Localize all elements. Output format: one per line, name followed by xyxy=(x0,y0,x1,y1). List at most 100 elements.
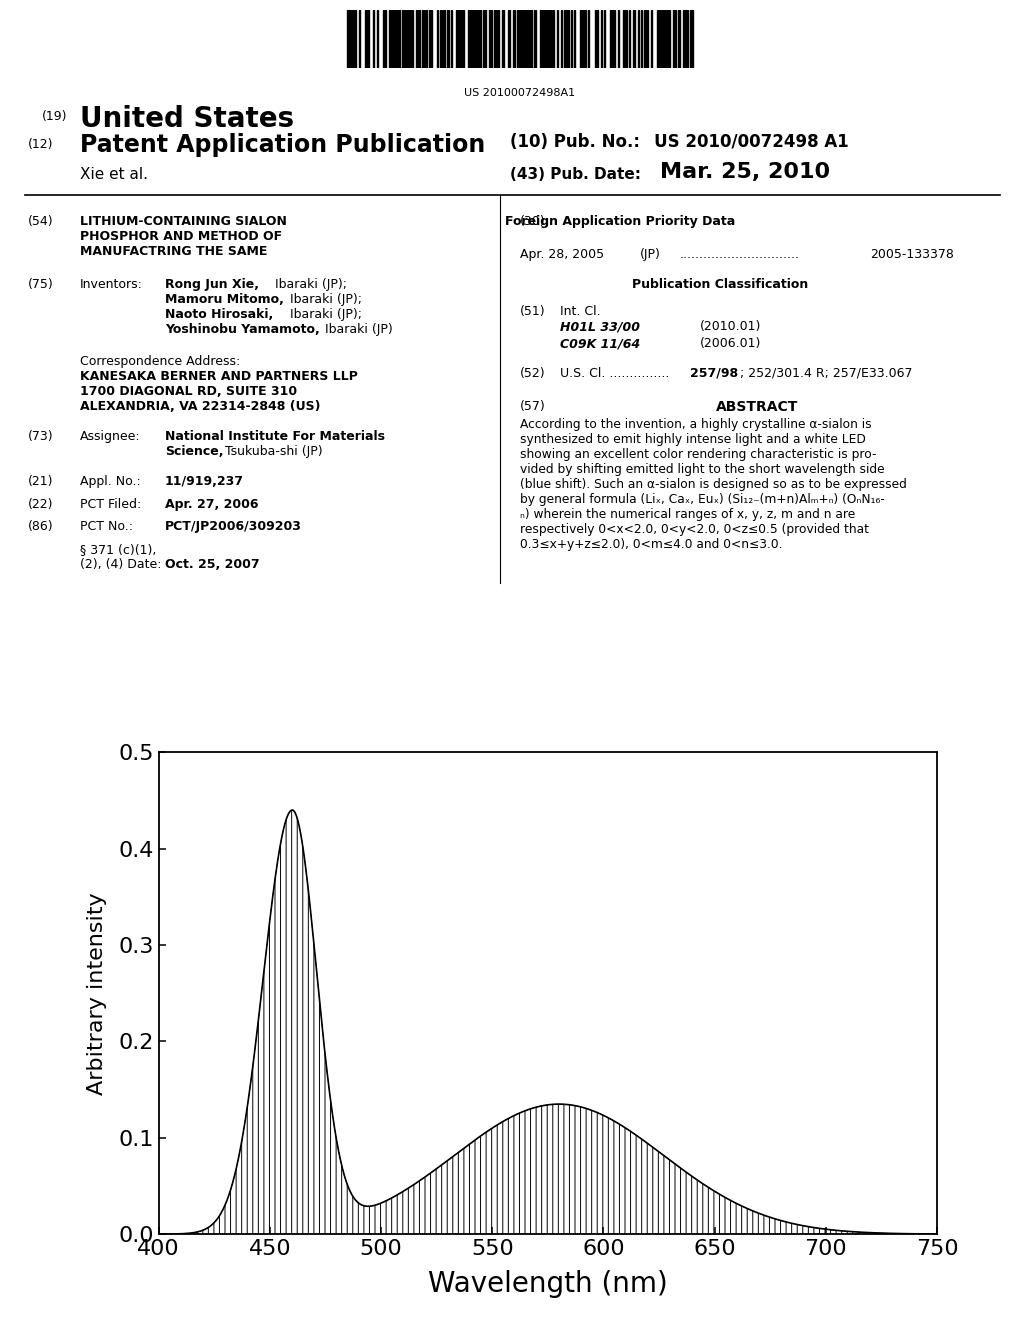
Text: (86): (86) xyxy=(28,520,53,533)
Text: § 371 (c)(1),: § 371 (c)(1), xyxy=(80,543,157,556)
Text: PHOSPHOR AND METHOD OF: PHOSPHOR AND METHOD OF xyxy=(80,230,283,243)
Bar xyxy=(389,11,391,69)
X-axis label: Wavelength (nm): Wavelength (nm) xyxy=(428,1270,668,1298)
Bar xyxy=(366,11,369,69)
Text: 11/919,237: 11/919,237 xyxy=(165,475,244,488)
Text: Assignee:: Assignee: xyxy=(80,430,140,444)
Text: ALEXANDRIA, VA 22314-2848 (US): ALEXANDRIA, VA 22314-2848 (US) xyxy=(80,400,321,413)
Bar xyxy=(508,11,511,69)
Text: (19): (19) xyxy=(42,110,68,123)
Bar xyxy=(567,11,568,69)
Text: Ibaraki (JP);: Ibaraki (JP); xyxy=(275,279,347,290)
Bar xyxy=(519,11,521,69)
Text: Int. Cl.: Int. Cl. xyxy=(560,305,601,318)
Text: Rong Jun Xie,: Rong Jun Xie, xyxy=(165,279,259,290)
Bar xyxy=(541,11,543,69)
Text: KANESAKA BERNER AND PARTNERS LLP: KANESAKA BERNER AND PARTNERS LLP xyxy=(80,370,357,383)
Text: Science,: Science, xyxy=(165,445,223,458)
Text: showing an excellent color rendering characteristic is pro-: showing an excellent color rendering cha… xyxy=(520,447,877,461)
Bar xyxy=(460,11,464,69)
Text: by general formula (Liₓ, Caₓ, Euₓ) (Si₁₂₋(m+n)Alₘ+ₙ) (OₙN₁₆-: by general formula (Liₓ, Caₓ, Euₓ) (Si₁₂… xyxy=(520,492,885,506)
Text: Ibaraki (JP);: Ibaraki (JP); xyxy=(290,308,362,321)
Bar xyxy=(502,11,504,69)
Bar xyxy=(560,11,562,69)
Bar xyxy=(451,11,453,69)
Bar xyxy=(544,11,548,69)
Text: (75): (75) xyxy=(28,279,53,290)
Text: vided by shifting emitted light to the short wavelength side: vided by shifting emitted light to the s… xyxy=(520,463,885,477)
Text: (73): (73) xyxy=(28,430,53,444)
Text: United States: United States xyxy=(80,106,294,133)
Text: PCT Filed:: PCT Filed: xyxy=(80,498,141,511)
Bar xyxy=(437,11,438,69)
Text: US 20100072498A1: US 20100072498A1 xyxy=(465,88,575,98)
Text: Ibaraki (JP);: Ibaraki (JP); xyxy=(290,293,362,306)
Text: PCT No.:: PCT No.: xyxy=(80,520,133,533)
Bar xyxy=(489,11,492,69)
Text: (2006.01): (2006.01) xyxy=(700,337,762,350)
Text: Naoto Hirosaki,: Naoto Hirosaki, xyxy=(165,308,273,321)
Bar xyxy=(617,11,620,69)
Bar xyxy=(402,11,407,69)
Bar xyxy=(483,11,485,69)
Text: 257/98: 257/98 xyxy=(690,367,738,380)
Bar xyxy=(610,11,612,69)
Bar xyxy=(633,11,635,69)
Bar xyxy=(530,11,531,69)
Bar xyxy=(352,11,356,69)
Text: (57): (57) xyxy=(520,400,546,413)
Bar xyxy=(495,11,496,69)
Bar xyxy=(477,11,480,69)
Bar xyxy=(651,11,652,69)
Y-axis label: Arbitrary intensity: Arbitrary intensity xyxy=(87,892,108,1094)
Text: MANUFACTRING THE SAME: MANUFACTRING THE SAME xyxy=(80,246,267,257)
Text: ; 252/301.4 R; 257/E33.067: ; 252/301.4 R; 257/E33.067 xyxy=(740,367,912,380)
Bar xyxy=(497,11,500,69)
Text: Foreign Application Priority Data: Foreign Application Priority Data xyxy=(505,215,735,228)
Bar xyxy=(588,11,590,69)
Text: (30): (30) xyxy=(520,215,546,228)
Text: Tsukuba-shi (JP): Tsukuba-shi (JP) xyxy=(225,445,323,458)
Bar xyxy=(534,11,537,69)
Text: Patent Application Publication: Patent Application Publication xyxy=(80,133,485,157)
Bar xyxy=(647,11,648,69)
Text: Ibaraki (JP): Ibaraki (JP) xyxy=(325,323,393,337)
Bar xyxy=(549,11,551,69)
Bar xyxy=(517,11,518,69)
Text: 2005-133378: 2005-133378 xyxy=(870,248,954,261)
Bar xyxy=(439,11,442,69)
Text: synthesized to emit highly intense light and a white LED: synthesized to emit highly intense light… xyxy=(520,433,866,446)
Text: respectively 0<x<2.0, 0<y<2.0, 0<z≤0.5 (provided that: respectively 0<x<2.0, 0<y<2.0, 0<z≤0.5 (… xyxy=(520,523,869,536)
Bar xyxy=(358,11,360,69)
Text: (blue shift). Such an α-sialon is designed so as to be expressed: (blue shift). Such an α-sialon is design… xyxy=(520,478,907,491)
Text: (2010.01): (2010.01) xyxy=(700,319,762,333)
Bar xyxy=(347,11,351,69)
Text: (54): (54) xyxy=(28,215,53,228)
Text: National Institute For Materials: National Institute For Materials xyxy=(165,430,385,444)
Bar xyxy=(678,11,680,69)
Bar xyxy=(513,11,515,69)
Bar xyxy=(468,11,469,69)
Text: (2), (4) Date:: (2), (4) Date: xyxy=(80,558,162,572)
Text: (JP): (JP) xyxy=(640,248,660,261)
Text: Xie et al.: Xie et al. xyxy=(80,168,148,182)
Text: Appl. No.:: Appl. No.: xyxy=(80,475,140,488)
Bar xyxy=(527,11,528,69)
Text: ₙ) wherein the numerical ranges of x, y, z, m and n are: ₙ) wherein the numerical ranges of x, y,… xyxy=(520,508,855,521)
Bar xyxy=(690,11,692,69)
Bar xyxy=(417,11,420,69)
Text: (21): (21) xyxy=(28,475,53,488)
Bar xyxy=(581,11,586,69)
Bar xyxy=(474,11,475,69)
Text: (10) Pub. No.:  US 2010/0072498 A1: (10) Pub. No.: US 2010/0072498 A1 xyxy=(510,133,849,150)
Bar xyxy=(443,11,444,69)
Text: LITHIUM-CONTAINING SIALON: LITHIUM-CONTAINING SIALON xyxy=(80,215,287,228)
Bar xyxy=(638,11,639,69)
Bar xyxy=(457,11,459,69)
Text: 0.3≤x+y+z≤2.0), 0<m≤4.0 and 0<n≤3.0.: 0.3≤x+y+z≤2.0), 0<m≤4.0 and 0<n≤3.0. xyxy=(520,539,782,550)
Bar xyxy=(557,11,558,69)
Bar xyxy=(629,11,631,69)
Text: PCT/JP2006/309203: PCT/JP2006/309203 xyxy=(165,520,302,533)
Text: (52): (52) xyxy=(520,367,546,380)
Text: (12): (12) xyxy=(28,139,53,150)
